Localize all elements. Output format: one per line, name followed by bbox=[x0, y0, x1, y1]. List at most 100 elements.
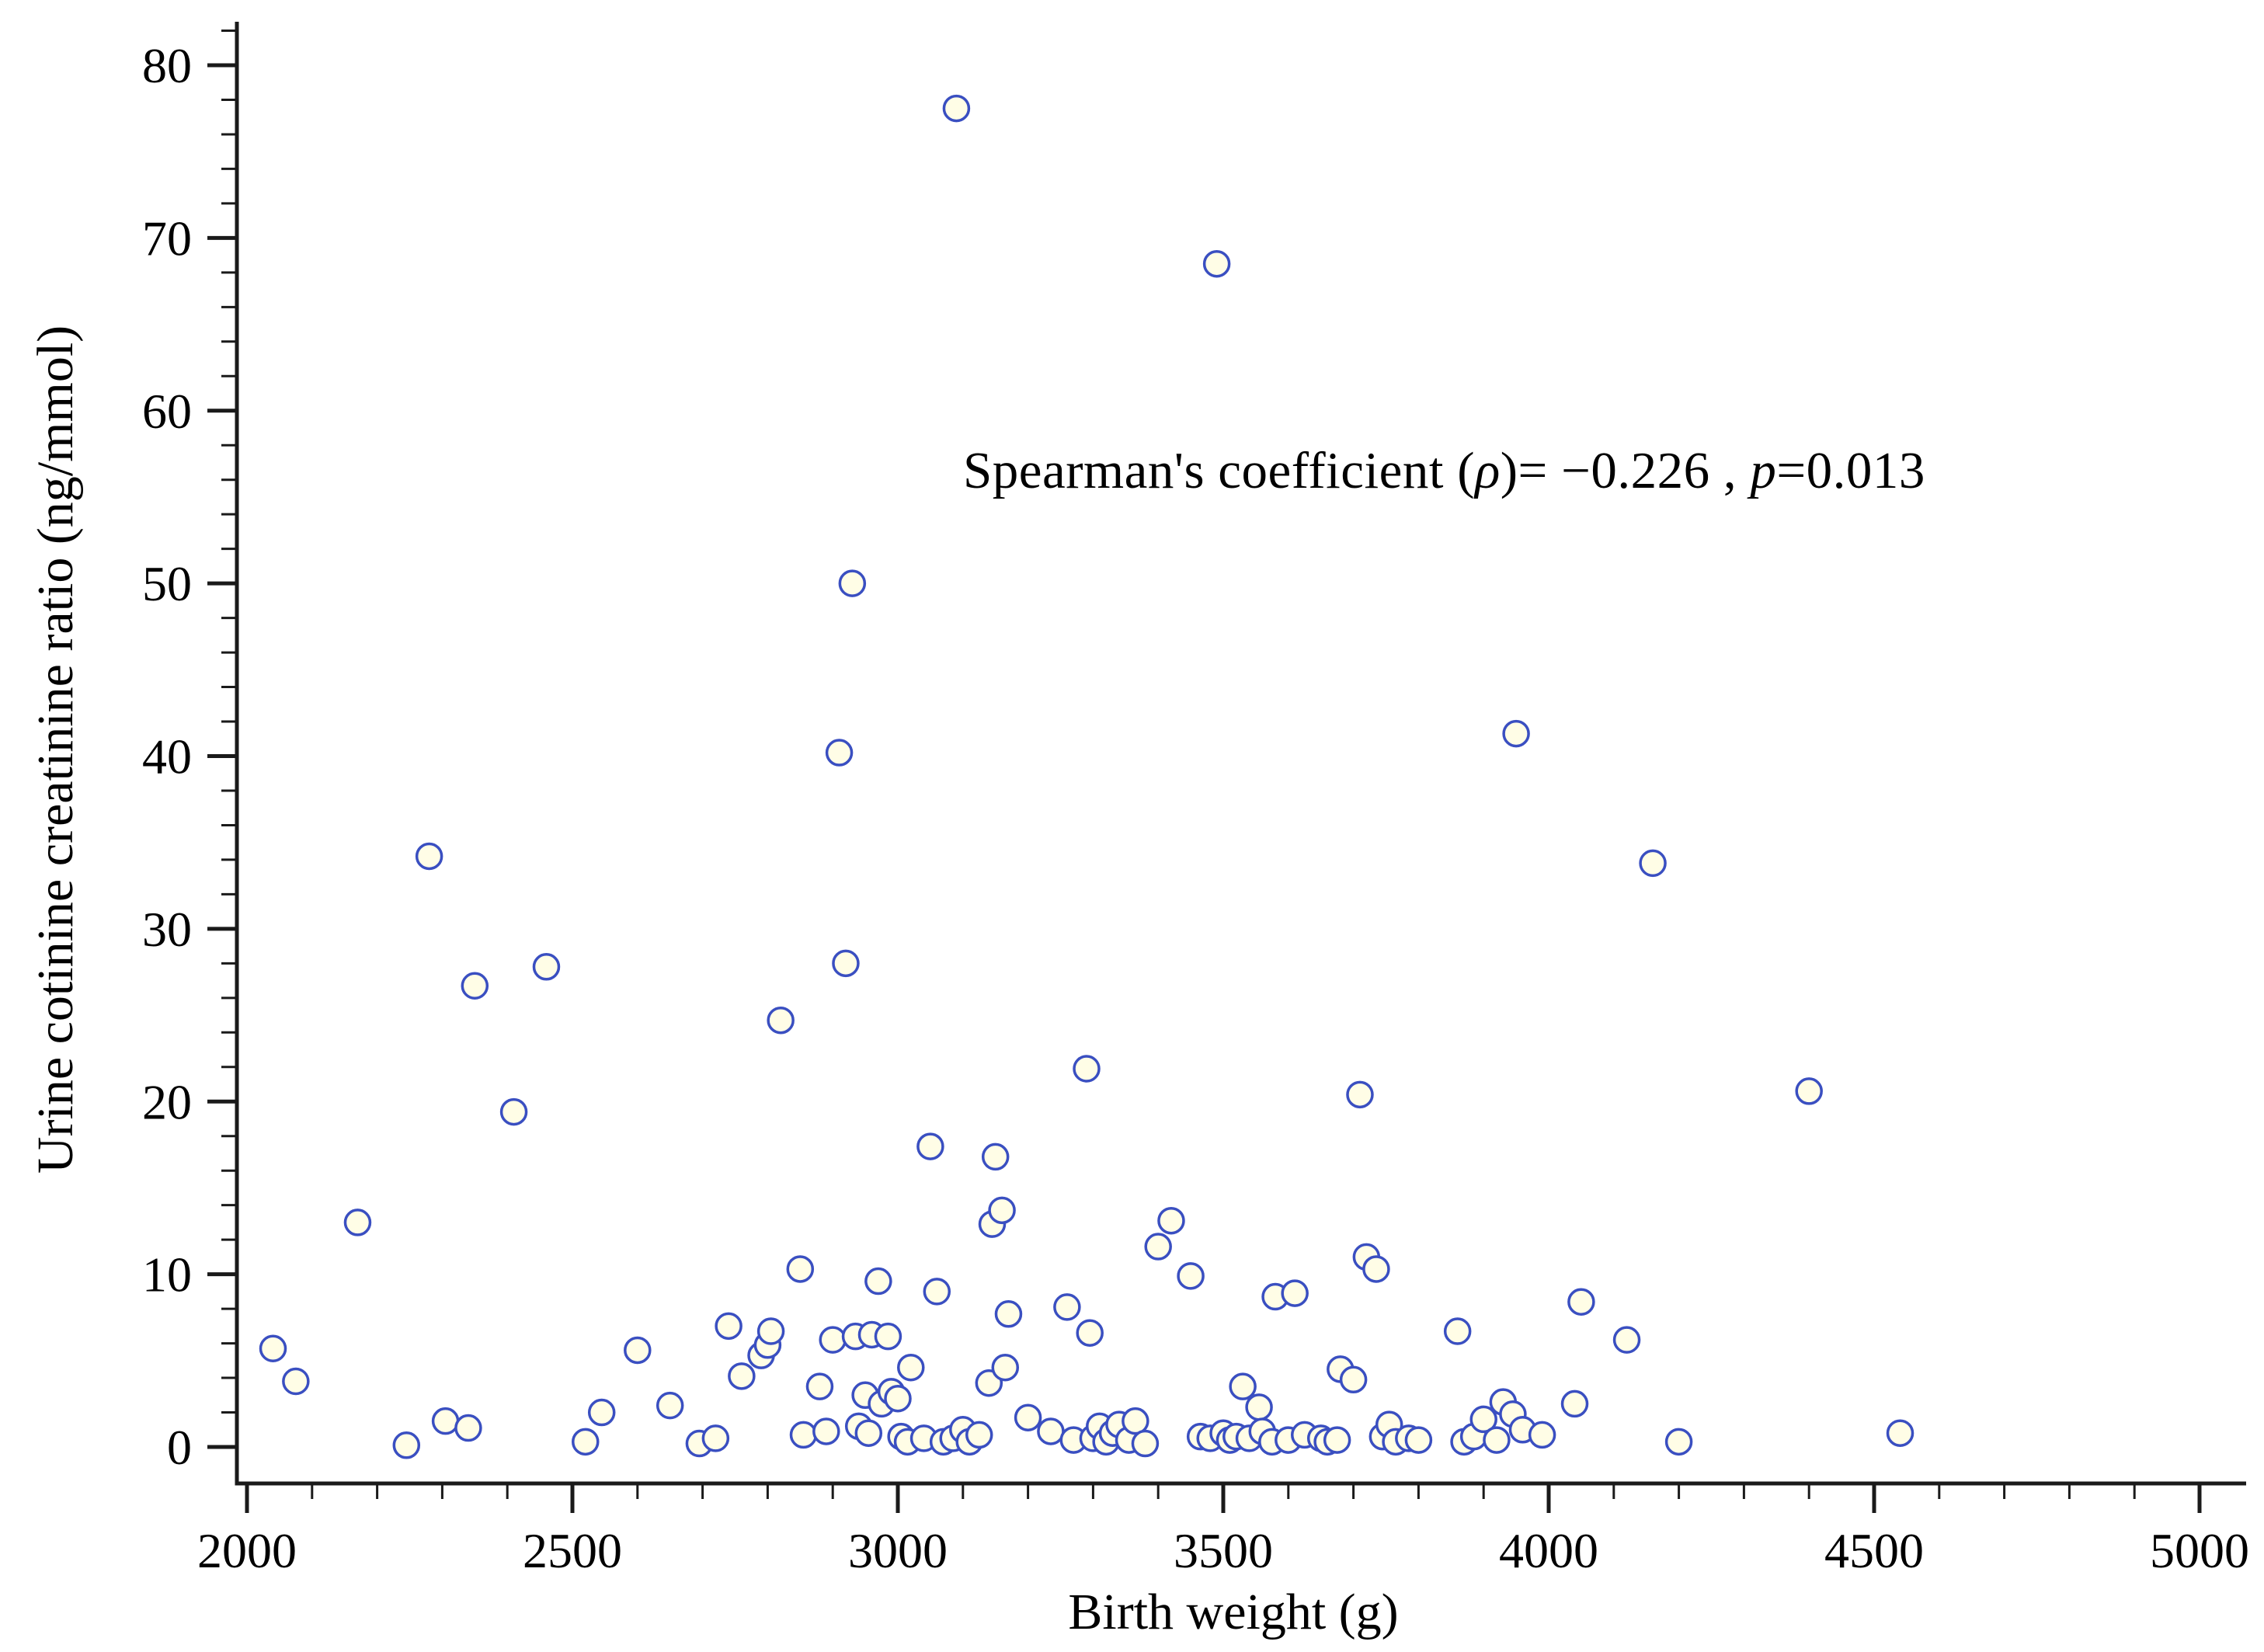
data-point bbox=[1053, 1293, 1081, 1321]
data-point bbox=[854, 1419, 883, 1447]
data-point bbox=[1886, 1419, 1914, 1447]
data-point bbox=[1339, 1365, 1368, 1394]
data-point bbox=[532, 953, 561, 981]
x-tick-label: 5000 bbox=[2150, 1523, 2249, 1578]
data-point bbox=[1483, 1426, 1511, 1454]
data-point bbox=[1567, 1288, 1595, 1316]
data-point bbox=[1664, 1428, 1693, 1456]
x-tick-label: 4000 bbox=[1499, 1523, 1598, 1578]
data-point bbox=[916, 1132, 944, 1160]
data-point bbox=[461, 972, 489, 1000]
annotation-prefix: Spearman's coefficient ( bbox=[963, 442, 1476, 499]
x-tick-label: 4500 bbox=[1824, 1523, 1924, 1578]
data-point bbox=[728, 1362, 756, 1390]
data-point bbox=[805, 1372, 834, 1400]
data-point bbox=[965, 1421, 993, 1449]
data-point bbox=[415, 842, 443, 871]
y-tick-label: 80 bbox=[142, 38, 192, 93]
data-point bbox=[786, 1255, 815, 1283]
data-point bbox=[1281, 1279, 1309, 1307]
axis-spines bbox=[235, 22, 2246, 1486]
data-point bbox=[656, 1391, 684, 1420]
data-point bbox=[1157, 1206, 1185, 1235]
annotation-suffix: =0.013 bbox=[1776, 442, 1925, 499]
data-point bbox=[1469, 1405, 1497, 1434]
x-tick-label: 2500 bbox=[523, 1523, 622, 1578]
stats-annotation: Spearman's coefficient (ρ)= −0.226 , p=0… bbox=[963, 441, 1925, 501]
data-point bbox=[897, 1353, 925, 1382]
data-point bbox=[1037, 1417, 1065, 1445]
data-point bbox=[994, 1300, 1023, 1328]
data-point bbox=[1076, 1319, 1104, 1347]
y-tick-label: 30 bbox=[142, 902, 192, 957]
data-point bbox=[1528, 1421, 1556, 1449]
data-point bbox=[838, 569, 867, 597]
data-point bbox=[1014, 1403, 1042, 1431]
annotation-rho-symbol: ρ bbox=[1475, 442, 1501, 499]
data-point bbox=[1202, 249, 1231, 278]
x-tick-label: 3500 bbox=[1174, 1523, 1273, 1578]
x-axis-ticks: 2000 2500 3000 3500 4000 4500 5000 bbox=[197, 1483, 2249, 1578]
data-point bbox=[282, 1367, 310, 1396]
y-tick-label: 40 bbox=[142, 729, 192, 784]
data-point bbox=[343, 1209, 372, 1236]
data-point bbox=[1639, 849, 1667, 878]
data-point bbox=[1177, 1262, 1205, 1290]
data-point bbox=[874, 1322, 902, 1351]
y-tick-label: 70 bbox=[142, 210, 192, 266]
data-point bbox=[624, 1336, 652, 1365]
data-point bbox=[259, 1334, 287, 1362]
data-point bbox=[884, 1384, 912, 1413]
data-point bbox=[1362, 1255, 1390, 1283]
data-point bbox=[1346, 1080, 1374, 1109]
y-tick-label: 20 bbox=[142, 1074, 192, 1129]
x-tick-label: 3000 bbox=[848, 1523, 948, 1578]
data-point bbox=[572, 1428, 600, 1456]
annotation-p-symbol: p bbox=[1750, 442, 1777, 499]
axes bbox=[235, 22, 2246, 1486]
data-point bbox=[1122, 1407, 1149, 1435]
data-point bbox=[756, 1317, 785, 1345]
annotation-mid: )= −0.226 , bbox=[1500, 442, 1751, 499]
data-point bbox=[1229, 1372, 1257, 1400]
data-point bbox=[825, 739, 854, 767]
data-point bbox=[1795, 1077, 1823, 1105]
data-point bbox=[1323, 1426, 1351, 1454]
data-point bbox=[499, 1097, 528, 1126]
data-point bbox=[1073, 1055, 1101, 1083]
data-point bbox=[1560, 1389, 1589, 1418]
data-point bbox=[1443, 1317, 1472, 1345]
data-point bbox=[864, 1267, 892, 1296]
data-point bbox=[991, 1353, 1020, 1382]
data-point bbox=[812, 1417, 840, 1445]
data-point bbox=[587, 1398, 616, 1427]
data-point bbox=[701, 1424, 730, 1452]
x-tick-label: 2000 bbox=[197, 1523, 297, 1578]
data-point bbox=[1502, 719, 1530, 748]
x-axis-label: Birth weight (g) bbox=[1068, 1584, 1399, 1640]
data-point bbox=[942, 94, 971, 123]
data-point bbox=[923, 1278, 951, 1306]
data-point bbox=[832, 949, 860, 978]
y-axis-label: Urine cotinine creatinine ratio (ng/mmol… bbox=[27, 325, 84, 1174]
y-tick-label: 10 bbox=[142, 1247, 192, 1302]
y-tick-label: 50 bbox=[142, 556, 192, 611]
data-point bbox=[789, 1421, 818, 1449]
data-point bbox=[392, 1431, 421, 1459]
data-point bbox=[454, 1414, 482, 1442]
data-point bbox=[981, 1142, 1010, 1171]
data-point bbox=[1612, 1326, 1641, 1354]
data-point bbox=[1245, 1393, 1273, 1421]
y-tick-label: 0 bbox=[167, 1420, 192, 1475]
data-point bbox=[1144, 1233, 1172, 1261]
data-point bbox=[431, 1407, 460, 1435]
data-point bbox=[819, 1326, 847, 1354]
data-point bbox=[767, 1006, 795, 1035]
data-point bbox=[988, 1196, 1016, 1225]
y-tick-label: 60 bbox=[142, 384, 192, 439]
data-point bbox=[1131, 1429, 1160, 1458]
data-point bbox=[1404, 1426, 1433, 1454]
data-point bbox=[715, 1312, 742, 1341]
data-points bbox=[259, 94, 1914, 1459]
